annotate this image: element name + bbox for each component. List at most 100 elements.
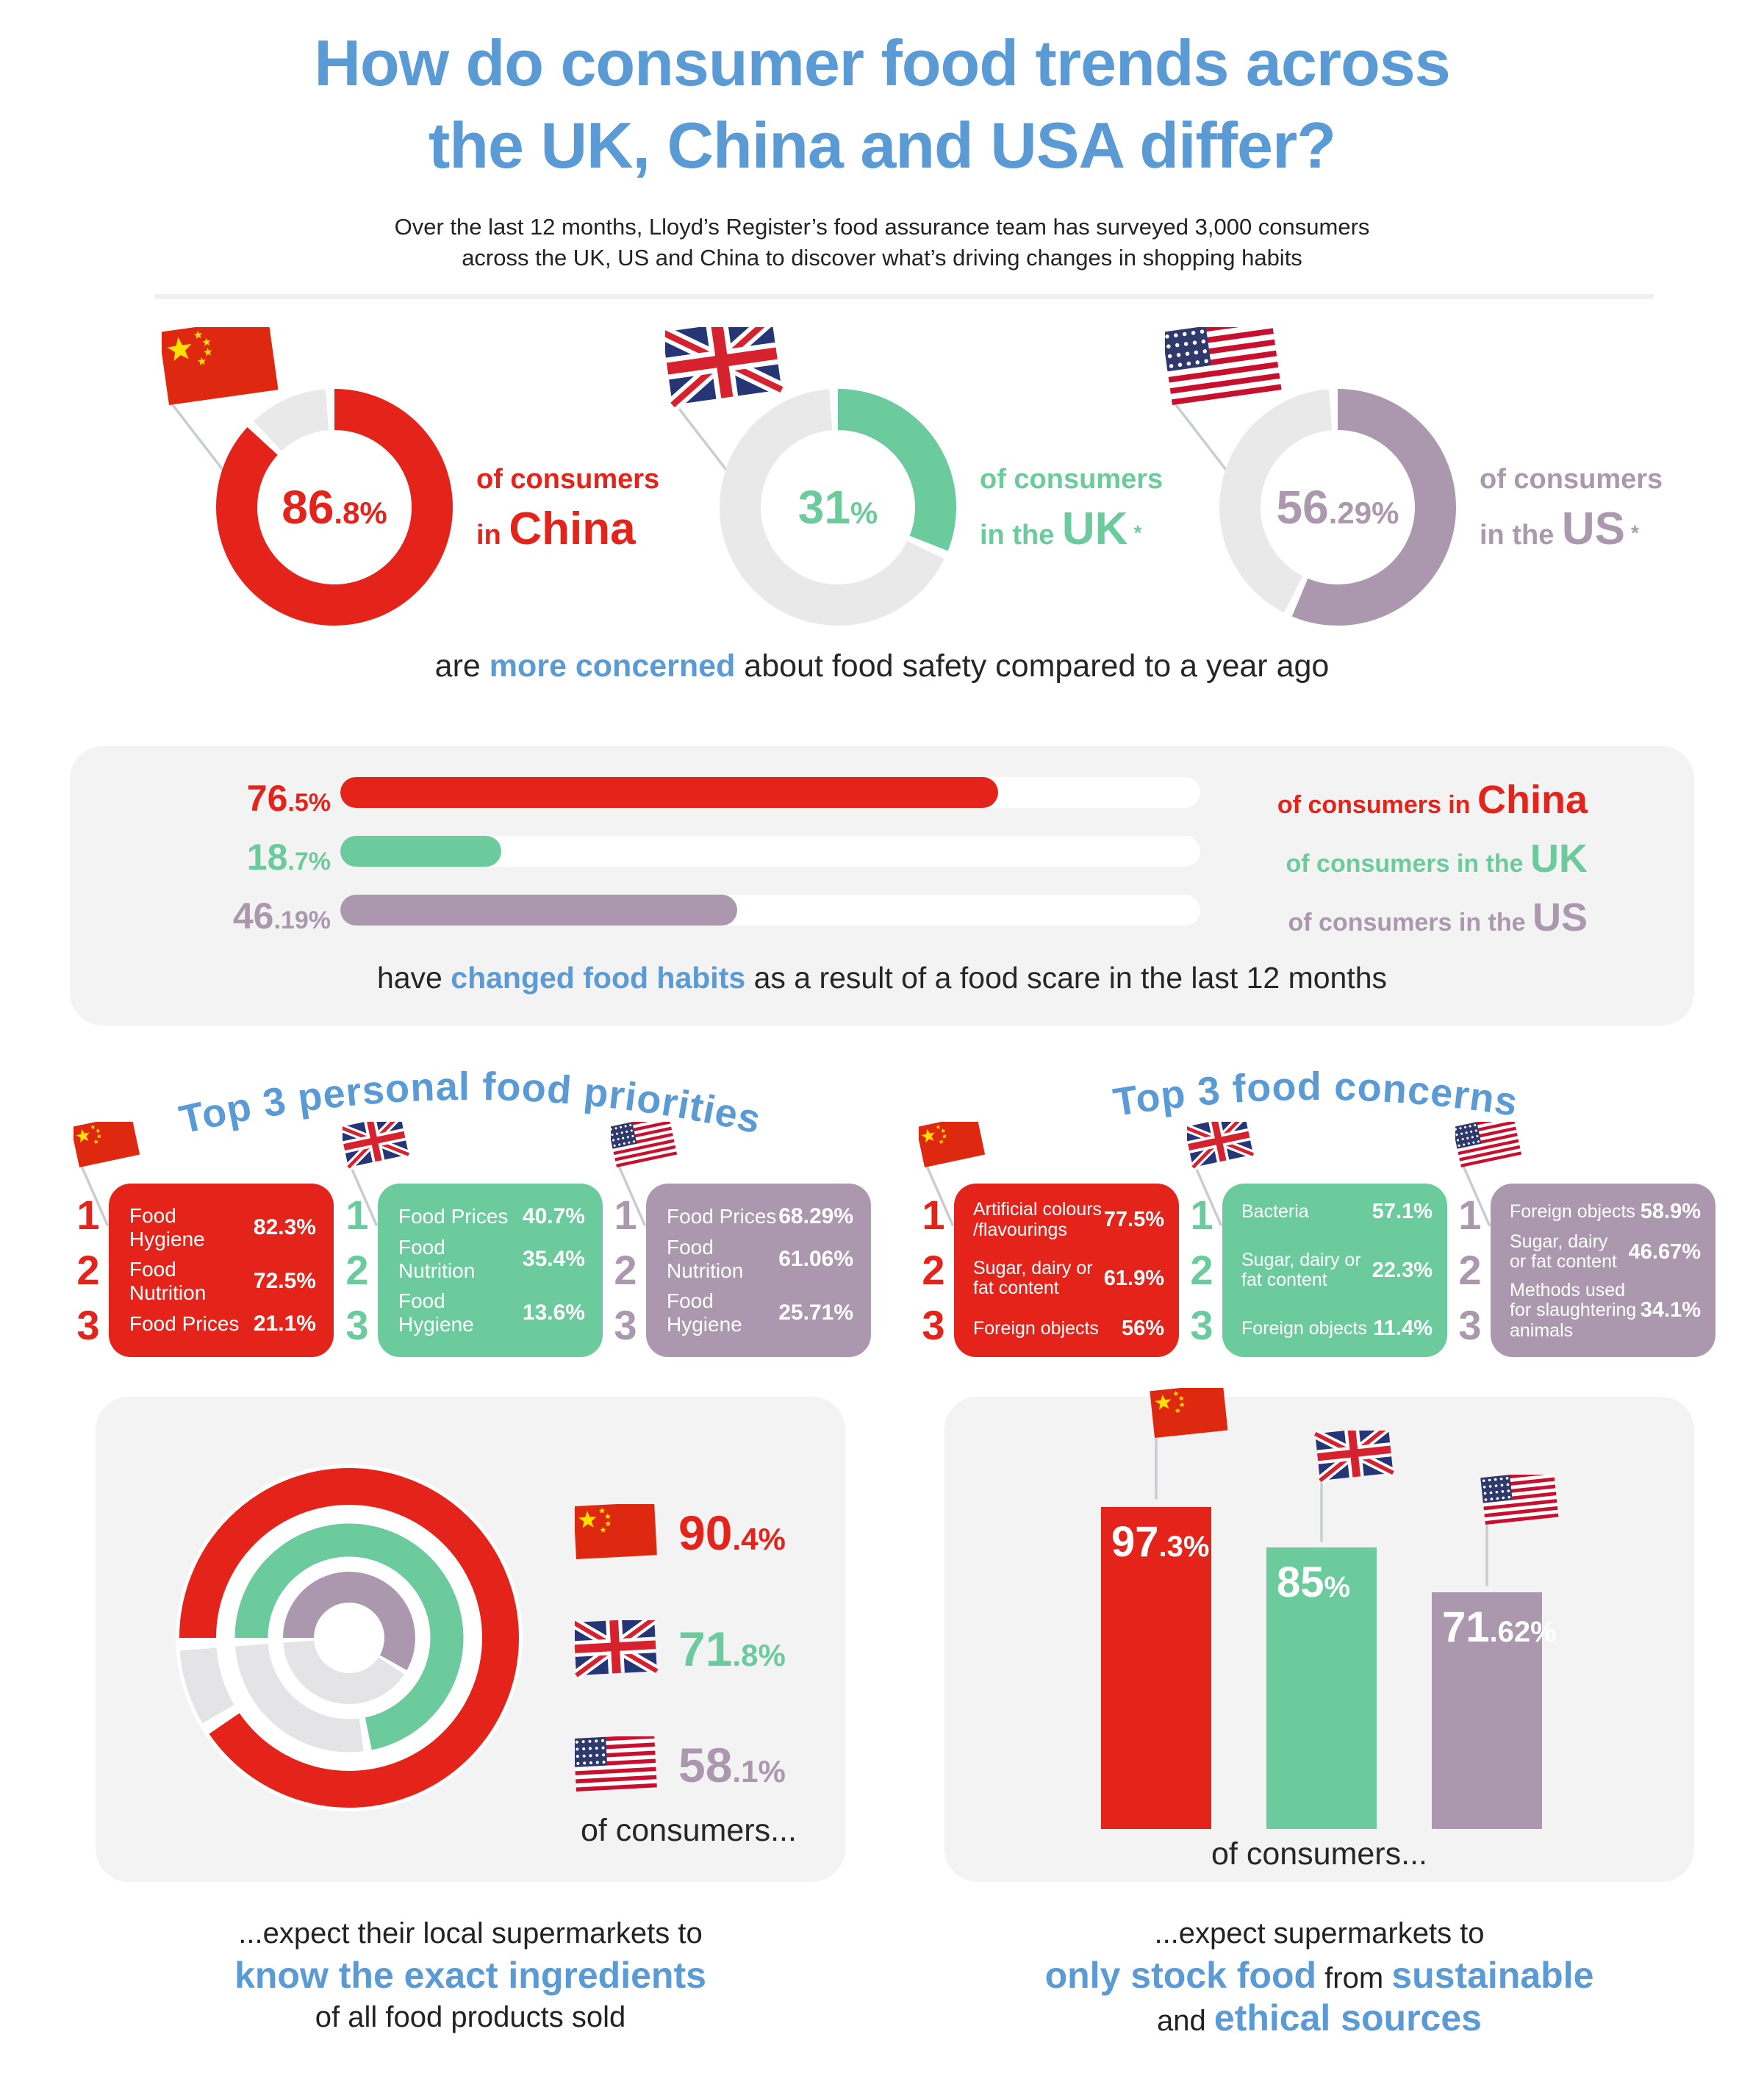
table-row: Sugar, dairy or fat content 46.67% [1510,1231,1701,1273]
table-row: Foreign objects 56% [973,1317,1164,1340]
us-habit-label: of consumers in the US [1288,895,1588,939]
value-small: .8% [334,495,387,530]
us-safety-value: 56.29% [1216,386,1459,723]
table-row: Food Hygiene 13.6% [398,1289,585,1336]
china-safety-donut-chart [216,389,453,626]
china-habit-bar-fill [340,777,999,808]
value-small: % [850,495,878,530]
us-flag-icon [1452,1114,1555,1230]
caption-mixed-line3: and ethical sources [1157,1997,1482,2039]
priorities-table-china: 1 2 3 Food Hygiene 82.3% Food Nutrition 72… [68,1114,334,1357]
us-sustainable-value: 71.62% [1442,1603,1557,1651]
priorities-box-uk: Food Prices 40.7% Food Nutrition 35.4% Foo… [378,1184,603,1357]
sustainable-footer: of consumers... [1211,1836,1427,1872]
asterisk: * [1631,520,1639,544]
rank-number: 2 [345,1247,369,1293]
priorities-section-title: Top 3 personal food priorities [176,1064,764,1142]
label-line2: in the UK * [980,504,1142,554]
rank-column: 1 2 3 [337,1184,378,1357]
china-habit-label: of consumers in China [1277,778,1588,822]
ingredients-caption: ...expect their local supermarkets to kn… [96,1913,845,2038]
china-safety-label: of consumers in China [476,462,704,555]
china-habit-percent: 76.5% [246,778,331,819]
table-row: Food Hygiene 82.3% [129,1204,316,1250]
legend-row-china: 90.4% [573,1491,845,1573]
table-row: Food Prices 21.1% [129,1311,316,1336]
us-safety-donut-chart [1219,389,1456,626]
us-habit-percent: 46.19% [232,895,331,937]
china-flag-icon [916,1114,1018,1230]
rank-number: 2 [922,1247,945,1293]
asterisk: * [1133,520,1142,544]
ingredients-footer: of consumers... [581,1813,797,1848]
uk-ingredients-value: 71.8% [678,1622,786,1676]
priorities-box-us: Food Prices 68.29% Food Nutrition 61.06% F… [646,1184,871,1357]
china-sustainable-bar: 97.3% [1101,1507,1211,1829]
china-flag-icon [1146,1383,1234,1503]
rank-number: 3 [922,1302,945,1348]
uk-flag-icon [338,1111,442,1230]
legend-row-uk: 71.8% [570,1607,845,1689]
page-title-line2: the UK, China and USA differ? [429,109,1336,182]
concerns-table-uk: 1 2 3 Bacteria 57.1% Sugar, dairy or fat … [1181,1111,1447,1357]
uk-flag-icon [570,1614,660,1683]
us-flag-icon [573,1734,659,1799]
table-row: Sugar, dairy or fat content 22.3% [1241,1249,1433,1290]
rank-number: 3 [1458,1302,1482,1348]
rank-number: 2 [1458,1247,1482,1293]
china-habit-bar-track [340,777,1200,808]
safety-donut-unit-china: 86.8% of consumers in China [88,317,659,647]
caption-highlight: more concerned [489,648,736,684]
china-sustainable-value: 97.3% [1111,1518,1210,1566]
safety-donut-unit-us: 56.29% of consumers in the US * [1091,317,1663,647]
page-title: How do consumer food trends across the U… [0,22,1764,187]
table-row: Sugar, dairy or fat content 61.9% [973,1257,1164,1298]
us-ingredients-value: 58.1% [678,1738,786,1792]
caption-highlight: know the exact ingredients [234,1955,706,1996]
value-small: .29% [1328,495,1399,530]
label-line2: in the US * [1480,504,1639,554]
table-row: Artificial colours /flavourings 77.5% [973,1199,1164,1240]
concerns-table-china: 1 2 3 Artificial colours /flavourings 77.… [913,1114,1179,1357]
habit-caption: have changed food habits as a result of … [376,961,1388,995]
uk-flag-icon [1311,1422,1399,1546]
label-line1: of consumers [476,464,660,495]
uk-habit-label: of consumers in the UK [1286,837,1588,881]
table-row: Food Nutrition 61.06% [667,1236,853,1282]
uk-flag-icon [1183,1111,1286,1230]
table-row: Foreign objects 58.9% [1510,1200,1701,1223]
divider-line [154,294,1654,299]
us-safety-label: of consumers in the US * [1480,462,1707,555]
concerns-box-uk: Bacteria 57.1% Sugar, dairy or fat conten… [1222,1184,1447,1357]
concerns-box-us: Foreign objects 58.9% Sugar, dairy or fat… [1491,1184,1715,1357]
uk-safety-donut-chart [720,389,956,626]
china-safety-value: 86.8% [213,386,456,723]
priorities-table-us: 1 2 3 Food Prices 68.29% Food Nutrition 61… [605,1114,871,1357]
uk-safety-label: of consumers in the UK * [980,462,1208,555]
us-flag-icon [608,1114,710,1230]
safety-caption: are more concerned about food safety com… [434,648,1330,684]
china-ingredients-value: 90.4% [678,1506,786,1560]
concerns-box-china: Artificial colours /flavourings 77.5% Sug… [954,1184,1179,1357]
value-big: 56 [1276,481,1329,534]
uk-habit-bar-fill [340,836,501,867]
table-row: Methods used for slaughtering animals 34.… [1510,1279,1701,1341]
uk-sustainable-value: 85% [1277,1558,1351,1606]
ingredients-panel: 90.4% 71.8% 58.1% of consumers... [96,1397,845,1882]
priorities-box-china: Food Hygiene 82.3% Food Nutrition 72.5% Fo… [109,1184,334,1357]
rank-number: 2 [76,1247,100,1293]
caption-highlight: changed food habits [451,961,746,995]
priorities-table-uk: 1 2 3 Food Prices 40.7% Food Nutrition 35.… [337,1111,603,1357]
us-sustainable-bar: 71.62% [1432,1592,1557,1829]
us-flag-icon [1162,317,1341,493]
safety-donut-unit-uk: 31% of consumers in the UK * [592,311,1163,647]
page-subtitle-line2: across the UK, US and China to discover … [462,245,1302,271]
caption-mixed-line2: only stock food from sustainable [1044,1955,1594,1996]
ingredients-legend: 90.4% 71.8% 58.1% [570,1491,845,1839]
svg-text:Top 3 food concerns: Top 3 food concerns [1111,1064,1521,1125]
concerns-table-us: 1 2 3 Foreign objects 58.9% Sugar, dairy … [1449,1114,1715,1357]
us-flag-icon [1477,1470,1565,1590]
table-row: Food Nutrition 72.5% [129,1258,316,1304]
china-flag-icon [71,1114,173,1230]
table-row: Bacteria 57.1% [1241,1200,1433,1223]
